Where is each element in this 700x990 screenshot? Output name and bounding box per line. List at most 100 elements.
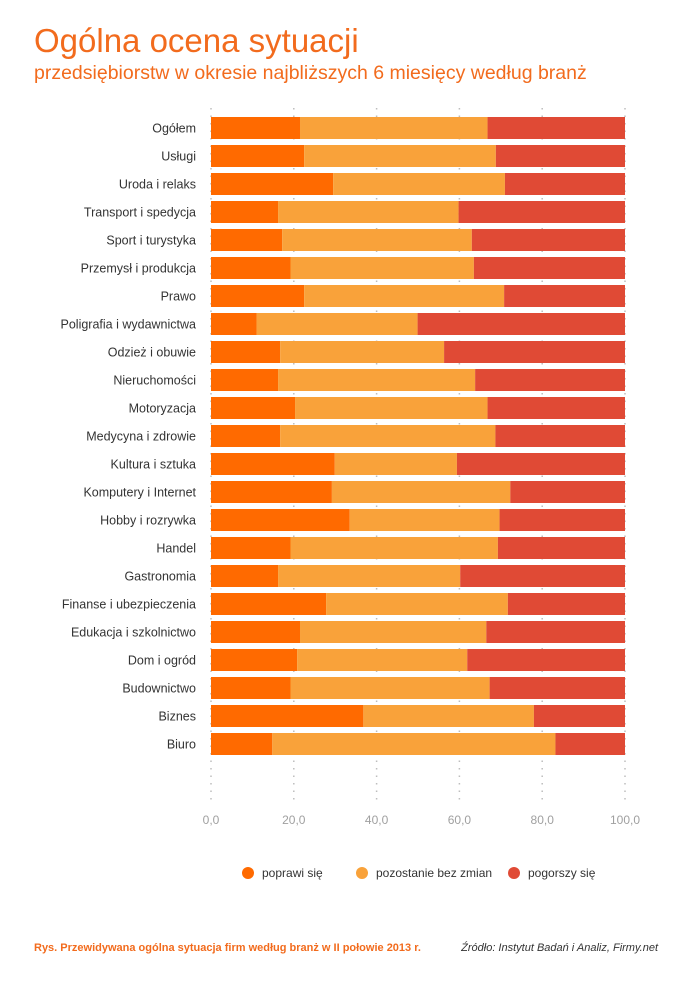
bar-pogorszy xyxy=(471,229,625,251)
bar-poprawi xyxy=(211,565,279,587)
bar-pozostanie xyxy=(326,593,508,615)
category-label: Komputery i Internet xyxy=(83,486,196,500)
bar-pogorszy xyxy=(487,397,625,419)
bar-poprawi xyxy=(211,537,291,559)
bar-pozostanie xyxy=(278,565,461,587)
bar-pozostanie xyxy=(300,621,487,643)
bar-pozostanie xyxy=(304,145,496,167)
bar-pozostanie xyxy=(278,201,459,223)
bar-pogorszy xyxy=(489,677,625,699)
bar-pogorszy xyxy=(458,201,625,223)
legend-dot-pozostanie xyxy=(356,867,368,879)
bar-poprawi xyxy=(211,313,257,335)
bar-pozostanie xyxy=(304,285,505,307)
bar-pogorszy xyxy=(444,341,625,363)
bar-pogorszy xyxy=(456,453,625,475)
bar-poprawi xyxy=(211,509,350,531)
bar-pozostanie xyxy=(331,481,511,503)
stacked-bar-chart: Ogółem Usługi Uroda i relaks Transport i sp… xyxy=(61,108,641,827)
x-tick-label: 20,0 xyxy=(282,813,306,827)
category-label: Odzież i obuwie xyxy=(108,346,196,360)
category-label: Kultura i sztuka xyxy=(111,458,197,472)
bar-pozostanie xyxy=(280,425,496,447)
bar-poprawi xyxy=(211,257,291,279)
bar-pozostanie xyxy=(349,509,500,531)
category-label: Edukacja i szkolnictwo xyxy=(71,626,196,640)
category-label: Transport i spedycja xyxy=(84,206,196,220)
chart-subtitle: przedsiębiorstw w okresie najbliższych 6… xyxy=(34,62,587,84)
bar-pozostanie xyxy=(282,229,472,251)
bar-pozostanie xyxy=(278,369,476,391)
bar-pozostanie xyxy=(290,537,498,559)
bar-pogorszy xyxy=(487,117,625,139)
bar-poprawi xyxy=(211,369,279,391)
bar-pogorszy xyxy=(504,285,625,307)
category-label: Ogółem xyxy=(152,122,196,136)
category-label: Gastronomia xyxy=(124,570,196,584)
bar-pogorszy xyxy=(504,173,625,195)
legend-label-poprawi: poprawi się xyxy=(262,866,323,880)
bar-poprawi xyxy=(211,733,273,755)
bar-pogorszy xyxy=(473,257,625,279)
bar-pogorszy xyxy=(495,425,625,447)
bar-pogorszy xyxy=(555,733,625,755)
category-label: Biuro xyxy=(167,738,196,752)
bars xyxy=(211,117,625,755)
bar-poprawi xyxy=(211,425,281,447)
bar-pogorszy xyxy=(497,537,625,559)
bar-pogorszy xyxy=(533,705,625,727)
legend-label-pogorszy: pogorszy się xyxy=(528,866,596,880)
x-tick-label: 60,0 xyxy=(448,813,472,827)
legend-item-pozostanie: pozostanie bez zmian xyxy=(356,866,492,880)
category-label: Budownictwo xyxy=(122,682,196,696)
bar-pogorszy xyxy=(499,509,625,531)
x-tick-labels: 0,0 20,0 40,0 60,0 80,0 100,0 xyxy=(203,813,641,827)
category-label: Hobby i rozrywka xyxy=(100,514,196,528)
bar-poprawi xyxy=(211,285,305,307)
legend-item-pogorszy: pogorszy się xyxy=(508,866,595,880)
bar-pozostanie xyxy=(297,649,468,671)
source-note: Źródło: Instytut Badań i Analiz, Firmy.n… xyxy=(461,942,658,954)
bar-pogorszy xyxy=(467,649,625,671)
x-tick-label: 0,0 xyxy=(203,813,220,827)
bar-pogorszy xyxy=(510,481,625,503)
chart-title: Ogólna ocena sytuacji xyxy=(34,22,359,59)
bar-pozostanie xyxy=(363,705,534,727)
bar-poprawi xyxy=(211,481,332,503)
bar-poprawi xyxy=(211,397,296,419)
bar-pogorszy xyxy=(486,621,625,643)
legend-dot-pogorszy xyxy=(508,867,520,879)
bar-pozostanie xyxy=(300,117,488,139)
bar-poprawi xyxy=(211,201,279,223)
bar-poprawi xyxy=(211,117,301,139)
bar-poprawi xyxy=(211,649,298,671)
category-label: Poligrafia i wydawnictwa xyxy=(61,318,197,332)
legend-item-poprawi: poprawi się xyxy=(242,866,323,880)
category-label: Sport i turystyka xyxy=(106,234,196,248)
bar-pogorszy xyxy=(495,145,625,167)
bar-poprawi xyxy=(211,173,334,195)
bar-pozostanie xyxy=(290,257,474,279)
x-tick-label: 80,0 xyxy=(531,813,555,827)
category-label: Motoryzacja xyxy=(129,402,196,416)
figure-caption: Rys. Przewidywana ogólna sytuacja firm w… xyxy=(34,942,421,954)
bar-poprawi xyxy=(211,229,283,251)
category-label: Biznes xyxy=(158,710,196,724)
category-label: Przemysł i produkcja xyxy=(81,262,196,276)
legend-label-pozostanie: pozostanie bez zmian xyxy=(376,866,493,880)
category-labels: Ogółem Usługi Uroda i relaks Transport i sp… xyxy=(61,122,197,752)
bar-pozostanie xyxy=(295,397,488,419)
legend-dot-poprawi xyxy=(242,867,254,879)
bar-poprawi xyxy=(211,705,364,727)
bar-pozostanie xyxy=(280,341,445,363)
x-tick-label: 40,0 xyxy=(365,813,389,827)
category-label: Medycyna i zdrowie xyxy=(86,430,196,444)
x-tick-label: 100,0 xyxy=(610,813,640,827)
bar-pogorszy xyxy=(417,313,625,335)
category-label: Uroda i relaks xyxy=(119,178,196,192)
bar-poprawi xyxy=(211,145,305,167)
category-label: Handel xyxy=(156,542,196,556)
bar-pozostanie xyxy=(272,733,556,755)
category-label: Prawo xyxy=(161,290,196,304)
bar-pogorszy xyxy=(460,565,625,587)
